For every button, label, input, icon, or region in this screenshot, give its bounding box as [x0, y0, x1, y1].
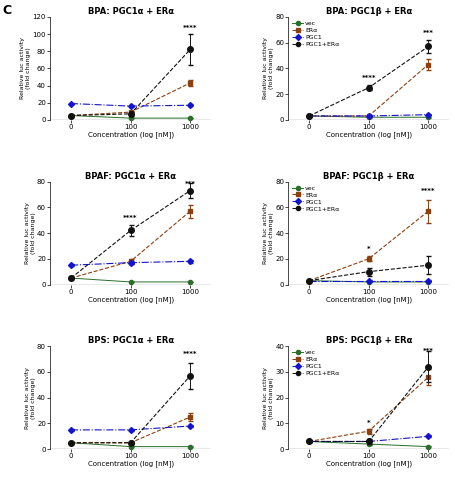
Text: C: C	[2, 4, 11, 17]
Legend: vec, ERα, PGC1, PGC1+ERα: vec, ERα, PGC1, PGC1+ERα	[291, 349, 339, 377]
Legend: vec, ERα, PGC1, PGC1+ERα: vec, ERα, PGC1, PGC1+ERα	[291, 185, 339, 212]
Text: ***: ***	[422, 30, 433, 36]
Title: BPS: PGC1α + ERα: BPS: PGC1α + ERα	[87, 337, 173, 345]
Text: ****: ****	[182, 26, 197, 31]
Legend: vec, ERα, PGC1, PGC1+ERα: vec, ERα, PGC1, PGC1+ERα	[291, 20, 339, 47]
Y-axis label: Relative luc activity
(fold change): Relative luc activity (fold change)	[263, 37, 273, 99]
Text: ****: ****	[182, 351, 197, 356]
Text: ****: ****	[123, 215, 137, 222]
X-axis label: Concentration (log [nM]): Concentration (log [nM])	[325, 461, 411, 468]
Title: BPAF: PGC1α + ERα: BPAF: PGC1α + ERα	[85, 172, 176, 181]
Y-axis label: Relative luc activity
(fold change): Relative luc activity (fold change)	[263, 202, 273, 264]
X-axis label: Concentration (log [nM]): Concentration (log [nM])	[87, 131, 173, 138]
Y-axis label: Relative luc activity
(fold change): Relative luc activity (fold change)	[263, 367, 273, 429]
Title: BPA: PGC1α + ERα: BPA: PGC1α + ERα	[87, 7, 173, 16]
Text: ****: ****	[361, 75, 375, 81]
Text: *: *	[366, 246, 370, 252]
Title: BPA: PGC1β + ERα: BPA: PGC1β + ERα	[325, 7, 411, 16]
Title: BPS: PGC1β + ERα: BPS: PGC1β + ERα	[325, 337, 411, 345]
Text: ****: ****	[420, 188, 435, 195]
X-axis label: Concentration (log [nM]): Concentration (log [nM])	[87, 461, 173, 468]
X-axis label: Concentration (log [nM]): Concentration (log [nM])	[325, 296, 411, 303]
Text: ***: ***	[422, 348, 433, 354]
Title: BPAF: PGC1β + ERα: BPAF: PGC1β + ERα	[323, 172, 414, 181]
Text: *: *	[366, 420, 370, 426]
Y-axis label: Relative luc activity
(fold change): Relative luc activity (fold change)	[25, 202, 35, 264]
Text: ***: ***	[184, 181, 195, 187]
Y-axis label: Relative luc activity
(fold change): Relative luc activity (fold change)	[20, 37, 31, 99]
X-axis label: Concentration (log [nM]): Concentration (log [nM])	[325, 131, 411, 138]
Y-axis label: Relative luc activity
(fold change): Relative luc activity (fold change)	[25, 367, 35, 429]
X-axis label: Concentration (log [nM]): Concentration (log [nM])	[87, 296, 173, 303]
